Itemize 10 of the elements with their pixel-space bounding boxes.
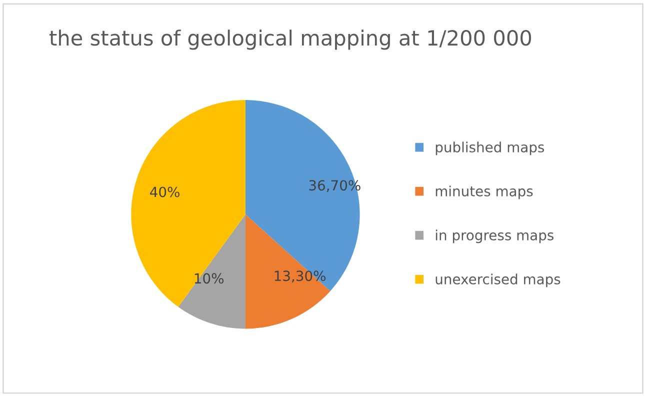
legend-label: in progress maps	[436, 230, 554, 244]
pie-slice	[245, 100, 360, 292]
pie-slice	[178, 214, 246, 329]
pie-slice	[131, 100, 246, 307]
pie-slice	[245, 214, 330, 329]
data-label: 40%	[150, 186, 180, 198]
legend-label: unexercised maps	[436, 274, 560, 288]
legend-label: published maps	[436, 142, 544, 156]
legend-label: minutes maps	[436, 186, 533, 200]
chart-title: the status of geological mapping at 1/200 000	[50, 30, 532, 50]
